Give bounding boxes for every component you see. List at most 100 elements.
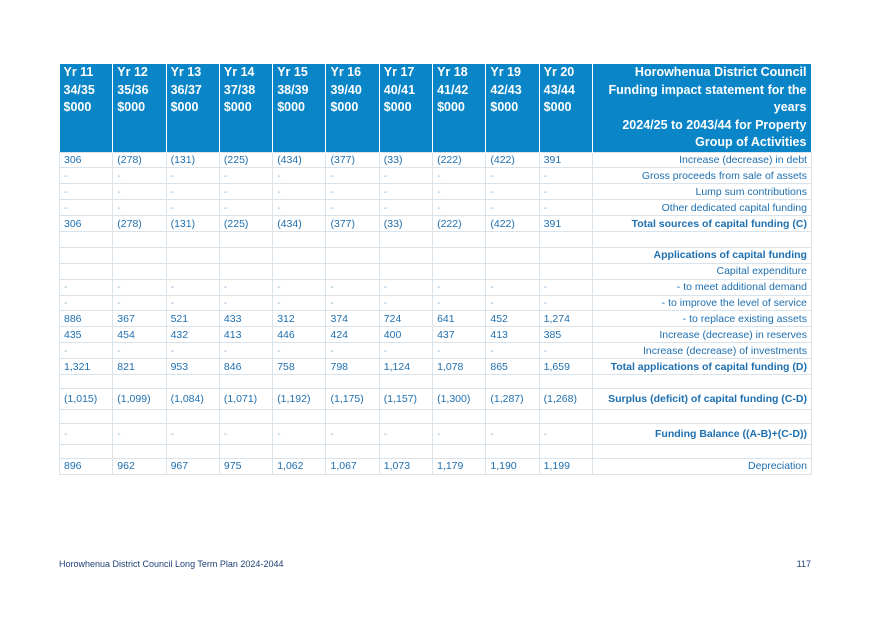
value-cell: (1,071) [218,387,274,410]
value-cell: - [325,199,380,217]
value-cell: 1,179 [432,457,487,475]
table-row [58,373,812,389]
value-cell: (1,015) [58,387,114,410]
value-cell [112,373,167,389]
value-cell: (1,175) [325,387,380,410]
value-cell [378,373,434,389]
value-cell: (1,099) [112,387,167,410]
value-cell: (33) [378,215,434,232]
value-cell: (222) [432,215,487,232]
value-cell [58,262,114,280]
value-cell: - [218,167,274,185]
value-cell: - [58,183,114,201]
value-cell [378,408,434,424]
value-cell [432,373,487,389]
table-row: 306 (278) (131) (225) (434) (377) (33) (222) (42… [58,151,812,169]
table-row: 896 962 967 975 1,062 1,067 1,073 1,179 1,190 1,1… [58,457,812,475]
statement-title-line: Funding impact statement for the years [608,82,807,115]
value-cell: - [165,167,220,185]
value-cell [485,443,540,459]
value-cell: - [165,342,220,360]
value-cell [165,262,220,280]
value-cell [165,246,220,264]
value-cell: 798 [325,358,380,375]
value-cell: - [538,278,593,296]
value-cell: - [378,294,434,312]
value-cell: 641 [432,310,487,328]
value-cell: - [378,278,434,296]
year-header-unit: $000 [277,100,305,114]
value-cell: - [58,294,114,312]
year-header-yr: Yr 13 [170,65,202,79]
value-cell [432,443,487,459]
value-cell: - [112,422,167,445]
value-cell: (131) [165,215,220,232]
value-cell: - [325,167,380,185]
table-row [58,230,812,248]
value-cell [272,246,327,264]
year-column-header: Yr 11 34/35 $000 [59,64,114,152]
value-cell: 724 [378,310,434,328]
year-header-yr: Yr 14 [223,65,255,79]
year-header-span: 37/38 [223,82,256,97]
value-cell: - [218,294,274,312]
value-cell: - [378,422,434,445]
row-label: - to meet additional demand [591,278,812,296]
value-cell: 454 [112,326,167,344]
value-cell: (278) [112,151,167,169]
value-cell [218,230,274,248]
table-row: Capital expenditure [58,262,812,280]
value-cell: - [432,294,487,312]
value-cell: (1,084) [165,387,220,410]
value-cell: - [112,294,167,312]
value-cell: - [58,278,114,296]
year-header-span: 39/40 [330,82,362,97]
value-cell: (434) [272,151,327,169]
value-cell: 953 [165,358,220,375]
table-row: - - - - - - - - - - Lump sum contributions [58,183,812,201]
value-cell: - [218,278,274,296]
value-cell [485,373,540,389]
value-cell: 433 [218,310,274,328]
year-header-yr: Yr 17 [383,65,415,79]
value-cell: - [432,167,487,185]
year-column-header: Yr 17 40/41 $000 [379,64,434,152]
value-cell: 1,274 [538,310,593,328]
value-cell [112,443,167,459]
statement-title-line: 2024/25 to 2043/44 for Property [622,117,807,132]
year-column-header: Yr 15 38/39 $000 [272,64,327,152]
value-cell: - [58,199,114,217]
year-header-yr: Yr 19 [490,65,521,79]
value-cell [165,408,220,424]
value-cell [538,443,593,459]
table-body: 306 (278) (131) (225) (434) (377) (33) (222) (42… [58,151,812,475]
value-cell [378,230,434,248]
row-label [591,443,812,459]
value-cell: - [538,199,593,217]
row-label [591,373,812,389]
row-label: Other dedicated capital funding [591,199,812,217]
value-cell: 1,199 [538,457,593,475]
value-cell [272,230,327,248]
value-cell [325,246,380,264]
value-cell: (222) [432,151,487,169]
year-header-yr: Yr 11 [63,65,94,79]
value-cell: - [538,422,593,445]
year-header-yr: Yr 16 [330,65,362,79]
value-cell: - [432,422,487,445]
value-cell [378,246,434,264]
value-cell [272,443,327,459]
value-cell: 385 [538,326,593,344]
value-cell: - [58,342,114,360]
value-cell [58,230,114,248]
statement-title-line: Horowhenua District Council [634,65,807,79]
value-cell: 975 [218,457,274,475]
row-label [591,408,812,424]
value-cell: 886 [58,310,114,328]
value-cell: (131) [165,151,220,169]
value-cell: - [485,294,540,312]
value-cell: 962 [112,457,167,475]
value-cell: - [378,167,434,185]
value-cell: 452 [485,310,540,328]
row-label: Applications of capital funding [591,246,812,264]
